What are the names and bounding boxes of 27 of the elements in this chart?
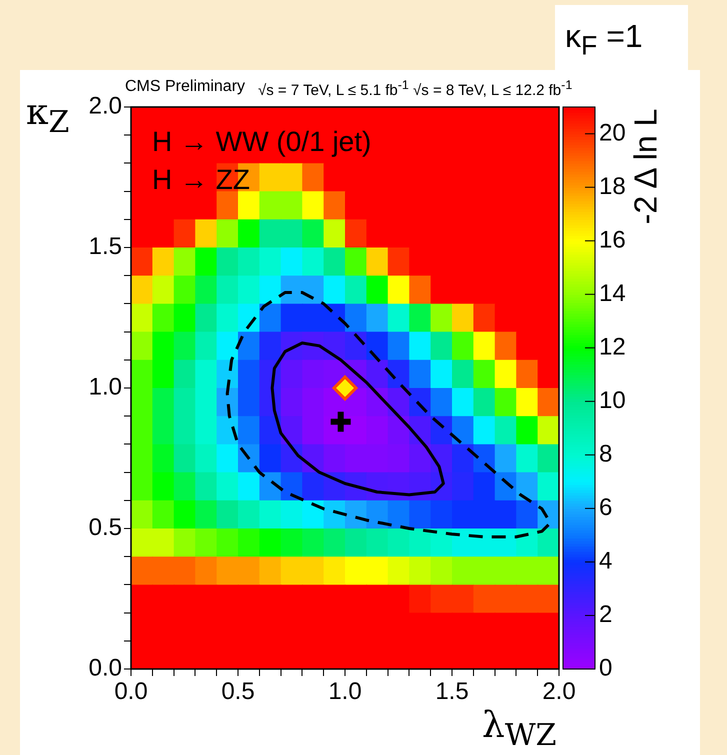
color-bar-label: 16 (599, 226, 626, 254)
annotation: H → WW (0/1 jet) (152, 126, 372, 158)
y-axis-title: κ$_{Z}$ (26, 92, 70, 140)
color-bar-label: 14 (599, 280, 626, 307)
y-tick-label: 1.0 (88, 374, 122, 401)
text: κ$_{F}$ =1 (565, 18, 643, 62)
color-bar-title: -2 Δ ln L (627, 108, 664, 224)
x-tick-label: 1.0 (328, 678, 362, 706)
annotation: H → ZZ (152, 164, 250, 196)
color-bar-label: 6 (599, 494, 612, 522)
x-tick-label: 0.5 (221, 678, 255, 706)
y-tick-label: 0.5 (88, 514, 122, 542)
color-bar-label: 0 (599, 654, 612, 682)
color-bar-label: 12 (599, 333, 626, 360)
color-bar-label: 18 (599, 172, 626, 200)
chart-subtitle: √s = 7 TeV, L ≤ 5.1 fb$^{-1}$ √s = 8 TeV, L ≤ 12.2 fb$^{-1}$ (258, 78, 572, 99)
x-tick-label: 2.0 (542, 678, 576, 706)
x-axis-title: λ$_{WZ}$ (482, 705, 557, 754)
color-bar-label: 8 (599, 440, 612, 468)
color-bar-label: 10 (599, 387, 626, 414)
color-bar-label: 20 (599, 119, 626, 146)
y-tick-label: 2.0 (88, 92, 122, 120)
color-bar-label: 4 (599, 548, 612, 575)
color-bar-label: 2 (599, 601, 612, 628)
y-tick-label: 1.5 (88, 233, 122, 260)
chart-title: CMS Preliminary (125, 78, 246, 96)
x-tick-label: 1.5 (435, 678, 469, 706)
